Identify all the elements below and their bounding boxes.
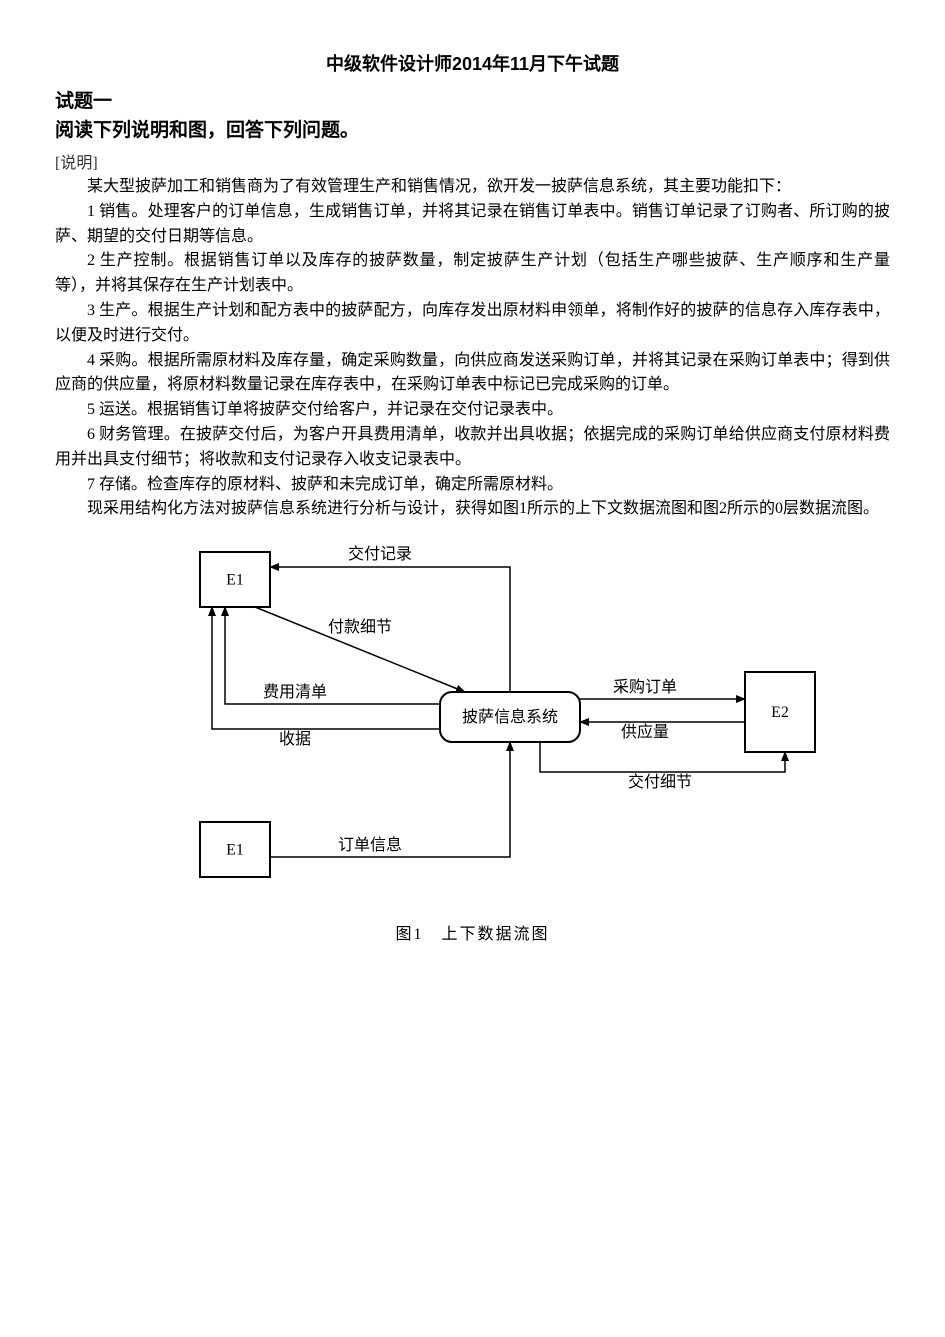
question-number: 试题一: [55, 88, 890, 117]
item-1: 1 销售。处理客户的订单信息，生成销售订单，并将其记录在销售订单表中。销售订单记…: [55, 200, 890, 250]
question-instruction: 阅读下列说明和图，回答下列问题。: [55, 117, 890, 146]
dataflow-diagram: 交付记录付款细节费用清单收据订单信息 采购订单供应量交付细节 E1 E1 披萨信息系统 E…: [105, 537, 840, 912]
node-label: E1: [226, 842, 244, 859]
edge-label: 订单信息: [338, 836, 402, 854]
item-7: 7 存储。检查库存的原材料、披萨和未完成订单，确定所需原材料。: [55, 473, 890, 498]
edge-label: 交付细节: [628, 773, 692, 791]
diagram-svg: 交付记录付款细节费用清单收据订单信息 采购订单供应量交付细节 E1 E1 披萨信息系统 E…: [105, 537, 840, 912]
edge-label: 收据: [279, 730, 311, 748]
outro-paragraph: 现采用结构化方法对披萨信息系统进行分析与设计，获得如图1所示的上下文数据流图和图…: [55, 497, 890, 522]
edge-label: 采购订单: [613, 678, 677, 696]
node-label: 披萨信息系统: [462, 708, 558, 726]
edge-label: 交付记录: [348, 545, 412, 563]
node-label: E2: [771, 704, 789, 721]
item-5: 5 运送。根据销售订单将披萨交付给客户，并记录在交付记录表中。: [55, 398, 890, 423]
item-3: 3 生产。根据生产计划和配方表中的披萨配方，向库存发出原材料申领单，将制作好的披…: [55, 299, 890, 349]
edge-label: 付款细节: [328, 618, 392, 636]
intro-paragraph: 某大型披萨加工和销售商为了有效管理生产和销售情况，欲开发一披萨信息系统，其主要功…: [55, 175, 890, 200]
note-label: [说明]: [55, 149, 890, 173]
node-label: E1: [226, 572, 244, 589]
edge-label: 供应量: [621, 722, 669, 741]
edge-label: 费用清单: [263, 683, 327, 701]
page-title: 中级软件设计师2014年11月下午试题: [55, 50, 890, 76]
figure-caption: 图1 上下数据流图: [55, 920, 890, 944]
item-2: 2 生产控制。根据销售订单以及库存的披萨数量，制定披萨生产计划（包括生产哪些披萨…: [55, 249, 890, 299]
item-4: 4 采购。根据所需原材料及库存量，确定采购数量，向供应商发送采购订单，并将其记录…: [55, 349, 890, 399]
item-6: 6 财务管理。在披萨交付后，为客户开具费用清单，收款并出具收据；依据完成的采购订…: [55, 423, 890, 473]
